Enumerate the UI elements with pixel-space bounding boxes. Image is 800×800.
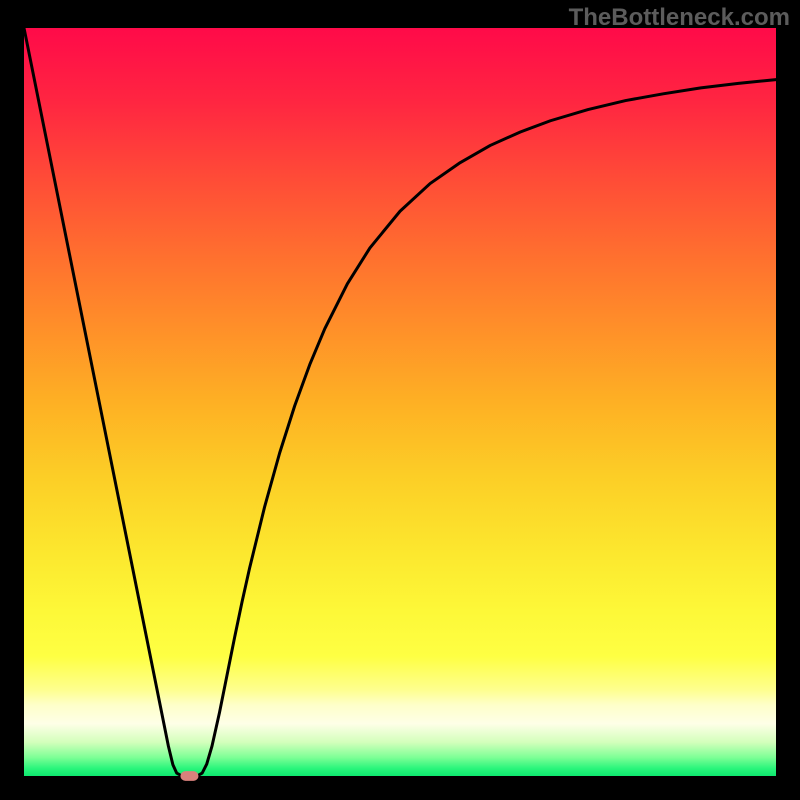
bottleneck-curve bbox=[24, 28, 776, 776]
optimal-marker bbox=[180, 771, 198, 781]
chart-svg bbox=[0, 0, 800, 800]
chart-container: { "meta": { "width": 800, "height": 800,… bbox=[0, 0, 800, 800]
